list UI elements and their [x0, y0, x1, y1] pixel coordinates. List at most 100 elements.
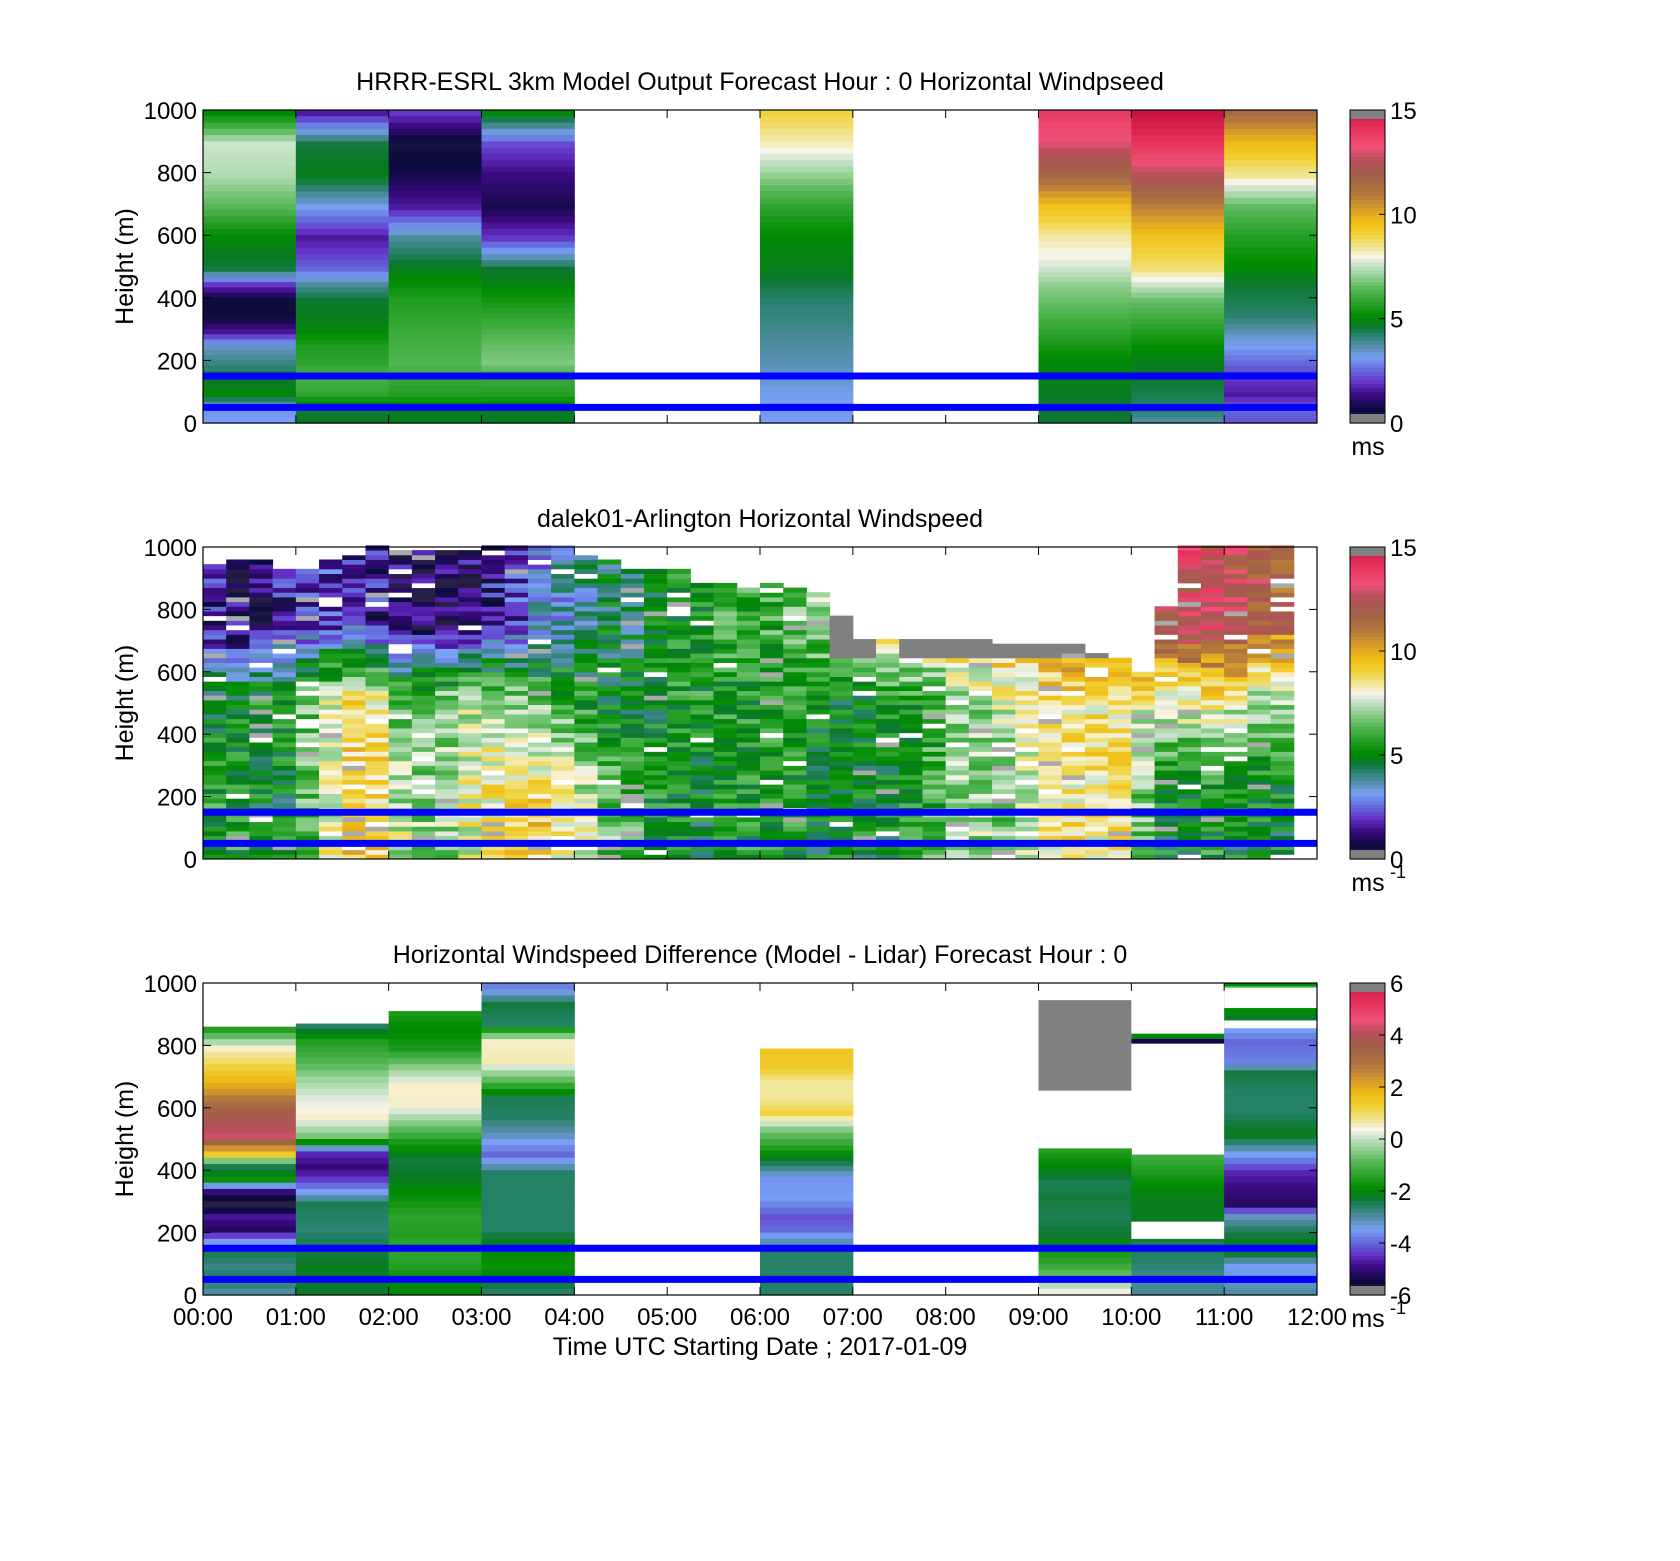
- colorbar-segment: [1350, 570, 1385, 575]
- heatmap-cell: [1224, 662, 1248, 668]
- heatmap-cell: [1061, 713, 1086, 720]
- heatmap-cell: [597, 760, 622, 766]
- heatmap-cell: [203, 391, 297, 398]
- heatmap-cell: [1224, 1182, 1318, 1190]
- heatmap-cell: [435, 601, 459, 607]
- heatmap-cell: [690, 610, 715, 617]
- heatmap-cell: [760, 615, 784, 621]
- heatmap-cell: [319, 587, 343, 593]
- heatmap-cell: [1061, 788, 1086, 794]
- heatmap-cell: [945, 639, 970, 645]
- y-tick-label: 1000: [144, 535, 197, 562]
- colorbar-segment: [1350, 336, 1385, 342]
- heatmap-cell: [1224, 573, 1248, 579]
- heatmap-cell: [203, 253, 297, 261]
- heatmap-cell: [992, 742, 1016, 748]
- heatmap-cell: [968, 830, 993, 837]
- heatmap-cell: [643, 709, 668, 715]
- colorbar-segment: [1350, 133, 1385, 138]
- colorbar-segment: [1350, 1170, 1385, 1175]
- heatmap-cell: [1038, 723, 1063, 729]
- heatmap-cell: [295, 1213, 390, 1221]
- heatmap-cell: [876, 784, 900, 790]
- heatmap-cell: [1015, 671, 1039, 677]
- colorbar-segment: [1350, 742, 1385, 747]
- heatmap-cell: [203, 1082, 297, 1090]
- heatmap-cell: [1131, 676, 1156, 682]
- heatmap-cell: [1131, 849, 1156, 855]
- colorbar-segment: [1350, 671, 1385, 677]
- colorbar-segment: [1350, 1018, 1385, 1023]
- heatmap-cell: [760, 737, 784, 743]
- heatmap-cell: [992, 704, 1016, 710]
- heatmap-cell: [1224, 1232, 1318, 1240]
- heatmap-cell: [481, 1045, 575, 1053]
- heatmap-cell: [388, 1114, 482, 1121]
- heatmap-cell: [388, 1226, 482, 1234]
- heatmap-cell: [760, 849, 784, 855]
- heatmap-cell: [481, 662, 506, 668]
- heatmap-cell: [597, 732, 622, 738]
- heatmap-cell: [388, 1251, 482, 1259]
- heatmap-cell: [1270, 723, 1295, 729]
- heatmap-cell: [992, 765, 1016, 771]
- heatmap-cell: [667, 849, 691, 855]
- heatmap-cell: [876, 690, 900, 696]
- heatmap-cell: [388, 760, 413, 766]
- heatmap-cell: [899, 685, 923, 692]
- heatmap-cell: [388, 271, 482, 278]
- heatmap-cell: [899, 746, 923, 752]
- heatmap-cell: [1224, 587, 1248, 593]
- heatmap-cell: [203, 653, 227, 659]
- heatmap-cell: [319, 657, 343, 663]
- heatmap-cell: [342, 657, 366, 663]
- heatmap-cell: [713, 596, 738, 603]
- heatmap-cell: [249, 615, 274, 621]
- heatmap-cell: [504, 756, 529, 762]
- heatmap-cell: [1224, 365, 1318, 372]
- heatmap-cell: [1270, 564, 1295, 570]
- heatmap-cell: [760, 639, 784, 645]
- heatmap-cell: [1038, 297, 1132, 304]
- heatmap-cell: [1061, 765, 1086, 771]
- heatmap-cell: [574, 625, 599, 631]
- heatmap-cell: [1015, 657, 1039, 663]
- heatmap-cell: [922, 643, 947, 649]
- heatmap-cell: [1224, 1045, 1318, 1053]
- x-tick-label: 05:00: [637, 1304, 697, 1331]
- heatmap-cell: [899, 779, 923, 785]
- heatmap-cell: [226, 751, 250, 757]
- colorbar-tick-label: -4: [1390, 1231, 1411, 1258]
- heatmap-cell: [968, 662, 993, 668]
- heatmap-cell: [806, 596, 831, 603]
- heatmap-cell: [713, 713, 738, 720]
- heatmap-cell: [1247, 695, 1272, 701]
- heatmap-cell: [1131, 732, 1156, 738]
- heatmap-cell: [713, 784, 738, 790]
- heatmap-cell: [1108, 695, 1132, 701]
- x-tick-label: 02:00: [359, 1304, 419, 1331]
- heatmap-cell: [690, 695, 715, 701]
- heatmap-cell: [736, 793, 761, 799]
- heatmap-cell: [551, 737, 575, 743]
- heatmap-cell: [643, 671, 668, 677]
- heatmap-cell: [226, 854, 250, 860]
- heatmap-cell: [1038, 396, 1132, 403]
- heatmap-cell: [899, 648, 923, 654]
- colorbar-segment: [1350, 344, 1385, 350]
- heatmap-cell: [829, 685, 854, 692]
- heatmap-cell: [1154, 704, 1179, 710]
- heatmap-cell: [1154, 737, 1179, 743]
- heatmap-cell: [551, 854, 575, 860]
- heatmap-cell: [458, 756, 482, 762]
- heatmap-cell: [760, 396, 854, 403]
- heatmap-cell: [1177, 854, 1202, 860]
- heatmap-cell: [481, 334, 575, 341]
- heatmap-cell: [203, 216, 297, 224]
- heatmap-cell: [1131, 1206, 1225, 1213]
- heatmap-cell: [1108, 667, 1132, 673]
- heatmap-cell: [411, 578, 436, 584]
- heatmap-cell: [620, 821, 645, 827]
- heatmap-cell: [992, 657, 1016, 663]
- heatmap-cell: [736, 854, 761, 860]
